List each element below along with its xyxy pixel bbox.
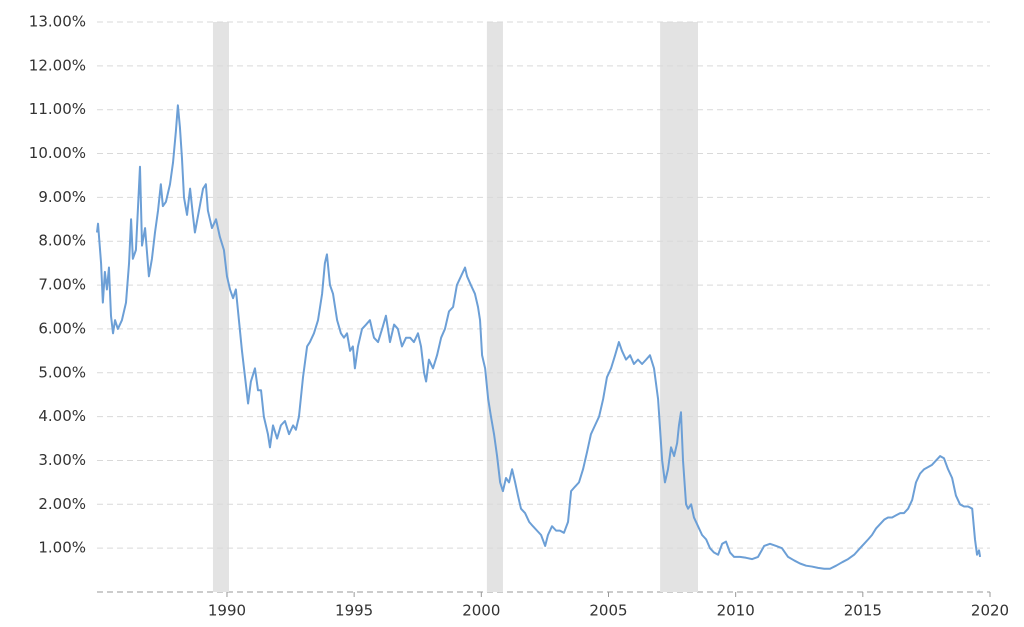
recession-band	[660, 22, 699, 592]
x-tick-label: 2015	[844, 602, 882, 620]
y-tick-label: 2.00%	[38, 495, 86, 513]
x-tick-label: 2005	[589, 602, 627, 620]
rate-line	[96, 104, 982, 570]
y-tick-label: 3.00%	[38, 451, 86, 469]
y-tick-label: 9.00%	[38, 188, 86, 206]
y-tick-label: 10.00%	[29, 144, 86, 162]
x-tick-label: 1995	[335, 602, 373, 620]
y-tick-label: 12.00%	[29, 56, 86, 74]
x-tick-label: 2010	[717, 602, 755, 620]
y-tick-label: 7.00%	[38, 276, 86, 294]
recession-band	[486, 22, 503, 592]
x-tick-label: 1990	[208, 602, 246, 620]
recession-band	[212, 22, 230, 592]
y-tick-label: 5.00%	[38, 363, 86, 381]
y-tick-label: 1.00%	[38, 539, 86, 557]
y-tick-label: 8.00%	[38, 232, 86, 250]
x-tick-label: 2020	[971, 602, 1009, 620]
x-tick-label: 2000	[462, 602, 500, 620]
y-tick-label: 13.00%	[29, 13, 86, 31]
y-tick-label: 6.00%	[38, 319, 86, 337]
y-tick-label: 11.00%	[29, 100, 86, 118]
y-tick-label: 4.00%	[38, 407, 86, 425]
